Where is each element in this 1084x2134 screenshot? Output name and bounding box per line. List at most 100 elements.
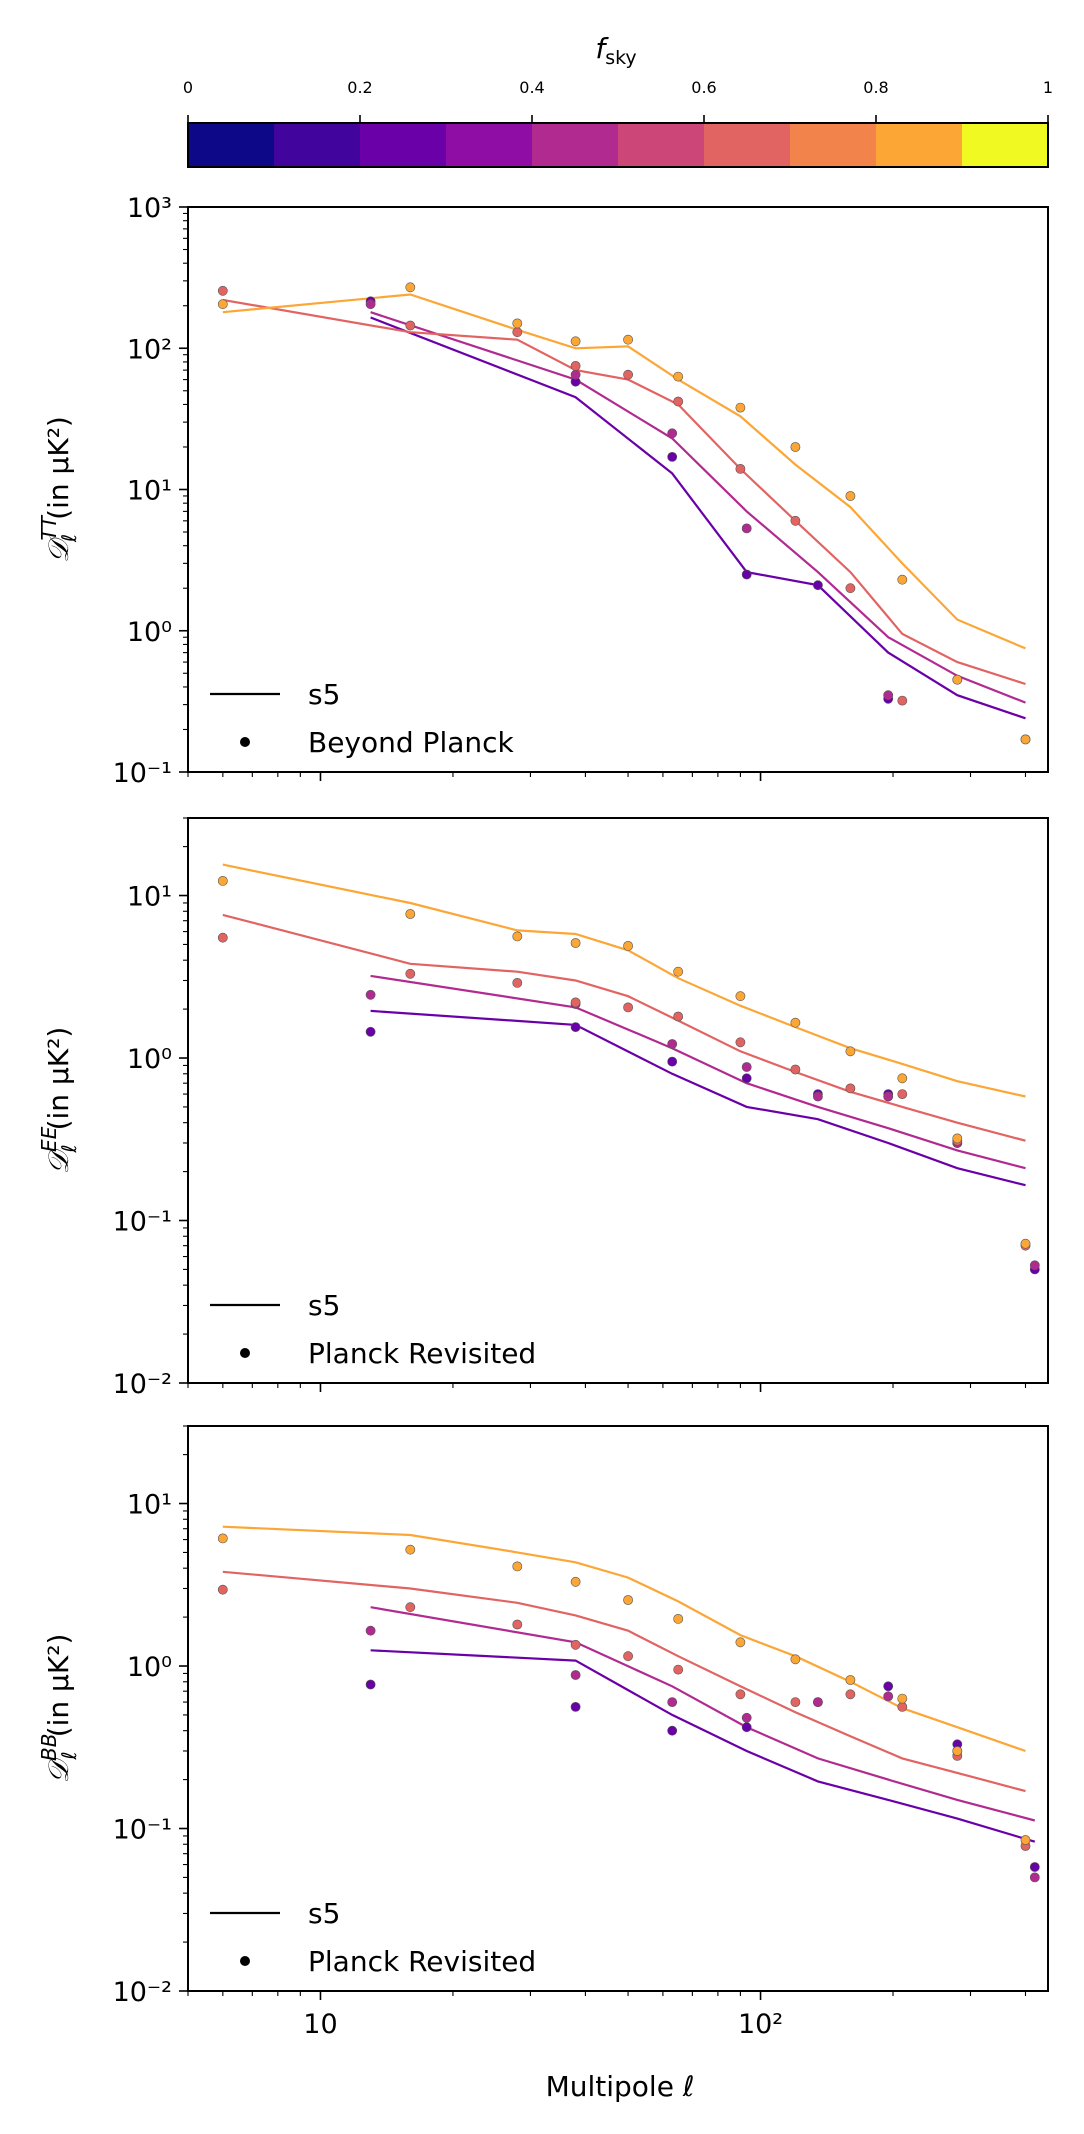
x-axis-label: Multipole ℓ [546,2070,695,2103]
y-axis-label: 𝒟BBℓ(in μK²) [37,1634,81,1784]
panel-ee: 10⁻² 10⁻¹ 10⁰ 10¹ 𝒟EEℓ(in μK²) s5 Planck Revis… [37,817,1049,1400]
data-point [1020,1835,1031,1845]
data-point [741,1062,752,1072]
data-point [623,334,633,345]
data-point [883,1681,894,1692]
y-axis-label: 𝒟EEℓ(in μK²) [37,1027,81,1175]
data-point [673,966,684,977]
data-point [741,1712,752,1723]
data-point [365,989,376,1000]
data-point [673,1664,684,1675]
series-line [222,298,1026,686]
colorbar-bin [532,123,619,167]
data-point [952,674,963,685]
data-point [667,451,678,462]
data-point [883,1691,894,1702]
data-point [570,938,581,948]
colorbar-tick-label: 0.4 [519,78,544,97]
legend: s5 Beyond Planck [210,678,515,759]
panel-bb: 10⁻² 10⁻¹ 10⁰ 10¹ 10 10² 𝒟BBℓ(in μK²) s5 Planck … [37,1425,1049,2040]
legend-points-label: Planck Revisited [308,1337,536,1370]
data-point [217,876,228,886]
panel-tt: 10⁻¹ 10⁰ 10¹ 10² 10³ 𝒟TTℓ(in μK²) s5 Beyond Pla… [37,193,1049,789]
y-tick-label: 10⁻¹ [113,1815,172,1846]
data-point [570,369,581,380]
data-point [623,941,633,951]
data-point [735,1037,746,1048]
colorbar-ticks: 0 0.2 0.4 0.6 0.8 1 [183,78,1053,123]
colorbar-bin [446,123,533,167]
data-point [405,1544,416,1555]
data-point [735,1689,746,1700]
data-point [741,569,752,580]
data-point [741,1722,752,1733]
colorbar-label: fsky [595,32,636,69]
data-point [790,1064,801,1075]
data-point [512,318,523,329]
series-line [222,1525,1026,1753]
data-point [952,1746,963,1756]
data-point [1020,1238,1031,1249]
y-tick-label: 10⁻² [113,1369,172,1400]
colorbar-bin [188,123,275,167]
data-point [570,336,581,347]
data-point [512,1619,523,1630]
data-point [897,1702,908,1712]
y-tick-label: 10² [127,334,172,365]
data-point [673,1614,684,1624]
data-point [217,299,228,310]
data-point [512,978,523,988]
colorbar-frame [187,122,1049,168]
data-point [673,371,684,382]
data-point [623,1595,633,1605]
data-point [845,491,856,501]
series-line [370,316,1026,720]
data-point [217,1584,228,1595]
colorbar-bin [274,123,361,167]
data-point [667,1697,678,1707]
data-point [897,1073,908,1084]
colorbar: fsky 0 0.2 0.4 0.6 0.8 1 [183,32,1053,168]
colorbar-bin [790,123,877,167]
data-point [845,1083,856,1094]
data-point [741,523,752,534]
y-axis-label: 𝒟TTℓ(in μK²) [37,416,81,563]
plot-area [217,863,1040,1275]
data-point [813,1091,823,1102]
data-point [365,299,376,310]
data-point [405,320,416,331]
data-point [735,402,746,413]
data-point [217,1533,228,1544]
data-point [741,1073,752,1084]
data-point [813,580,823,591]
data-point [217,285,228,296]
axes-frame [187,817,1049,1384]
colorbar-label-sub: sky [605,47,636,69]
y-tick-label: 10⁰ [127,1044,172,1075]
legend-points-label: Beyond Planck [308,726,515,759]
data-point [735,991,746,1002]
y-tick-label: 10⁻¹ [113,1207,172,1238]
data-point [845,1675,856,1685]
data-point [623,369,633,380]
legend-line-label: s5 [308,1289,340,1322]
data-point [667,1725,678,1736]
data-point [897,574,908,585]
colorbar-tick-label: 1 [1043,78,1053,97]
series-line [370,1649,1036,1843]
series-line [370,1606,1036,1822]
data-point [790,1017,801,1028]
colorbar-bins [188,123,1049,167]
y-tick-label: 10¹ [127,1490,172,1521]
data-point [813,1697,823,1707]
y-tick-label: 10⁰ [127,1652,172,1683]
data-point [570,1639,581,1650]
data-point [1020,734,1031,745]
data-point [365,1679,376,1690]
plot-area [217,1525,1040,1883]
y-tick-label: 10¹ [127,476,172,507]
colorbar-tick-label: 0.2 [347,78,372,97]
series-line [370,311,1026,704]
legend-points-label: Planck Revisited [308,1945,536,1978]
